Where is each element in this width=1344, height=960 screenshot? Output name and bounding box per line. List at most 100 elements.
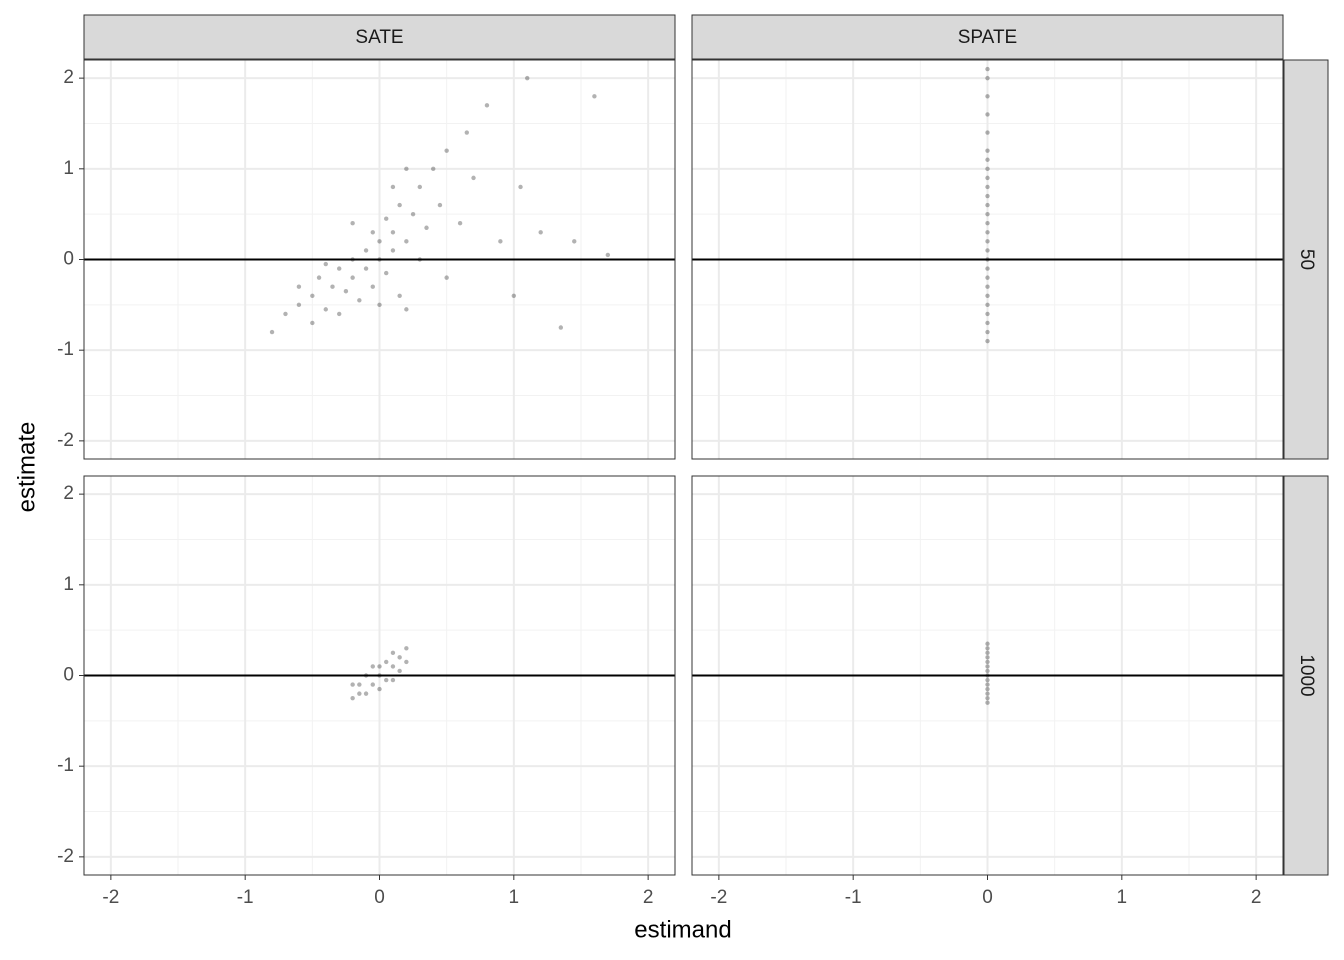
point — [337, 266, 342, 271]
point — [310, 320, 315, 326]
point — [444, 148, 449, 153]
panel-border — [691, 59, 1284, 460]
point — [985, 248, 990, 253]
point — [985, 184, 990, 190]
point — [985, 257, 990, 262]
point — [404, 239, 409, 244]
point — [377, 302, 382, 308]
point — [417, 184, 422, 190]
point — [985, 664, 990, 669]
x-tick-label: -1 — [237, 887, 254, 908]
point — [296, 302, 302, 308]
strip-label: 1000 — [1296, 654, 1317, 696]
point — [357, 298, 362, 303]
x-tick-label: 1 — [509, 887, 520, 908]
point — [424, 225, 429, 230]
point — [337, 311, 342, 317]
point — [390, 650, 396, 656]
point — [350, 682, 355, 687]
point — [377, 239, 382, 244]
point — [985, 266, 990, 271]
y-tick-label: -2 — [57, 846, 74, 867]
point — [985, 112, 990, 117]
point — [985, 700, 990, 705]
point — [985, 673, 990, 678]
point — [384, 270, 389, 276]
point — [350, 257, 355, 262]
point — [377, 257, 382, 262]
point — [985, 329, 990, 335]
y-tick-label: 1 — [63, 158, 74, 179]
point — [397, 668, 402, 674]
point — [572, 239, 577, 244]
point — [985, 691, 990, 696]
x-tick-label: 2 — [1251, 887, 1262, 908]
point — [525, 75, 530, 81]
point — [370, 682, 375, 687]
point — [370, 230, 375, 235]
point — [377, 686, 382, 692]
point — [985, 686, 990, 692]
point — [985, 641, 990, 646]
point — [985, 94, 990, 99]
x-tick-label: -2 — [102, 887, 119, 908]
point — [296, 284, 302, 289]
point — [377, 664, 382, 669]
point — [404, 659, 409, 665]
point — [390, 677, 396, 683]
point — [384, 216, 389, 221]
point — [404, 307, 409, 312]
point — [985, 66, 990, 72]
x-tick-label: 0 — [982, 887, 993, 908]
point — [985, 655, 990, 660]
y-tick-label: 1 — [63, 574, 74, 595]
point — [985, 211, 990, 217]
point — [384, 677, 389, 683]
point — [985, 677, 990, 683]
point — [370, 284, 375, 289]
point — [985, 175, 990, 181]
point — [985, 130, 990, 135]
point — [283, 311, 288, 317]
point — [390, 230, 396, 235]
point — [985, 320, 990, 326]
point — [471, 175, 476, 181]
point — [457, 221, 463, 226]
point — [985, 311, 990, 317]
strip — [691, 14, 1284, 60]
x-tick-label: 0 — [374, 887, 385, 908]
point — [363, 673, 369, 678]
point — [558, 325, 564, 330]
point — [538, 230, 543, 235]
point — [437, 202, 443, 208]
point — [985, 157, 990, 162]
point — [518, 184, 523, 190]
point — [363, 248, 369, 253]
point — [390, 664, 396, 669]
point — [316, 275, 322, 280]
point — [985, 293, 990, 298]
point — [384, 659, 389, 665]
strip-label: SATE — [355, 27, 403, 48]
point — [350, 221, 355, 226]
point — [985, 284, 990, 289]
point — [357, 682, 362, 687]
point — [985, 275, 990, 280]
point — [330, 284, 335, 289]
point — [397, 293, 402, 298]
point — [985, 682, 990, 687]
point — [985, 650, 990, 656]
point — [377, 673, 382, 678]
y-tick-label: -2 — [57, 430, 74, 451]
point — [363, 266, 369, 271]
x-tick-label: -1 — [845, 887, 862, 908]
point — [350, 275, 355, 280]
point — [310, 293, 315, 298]
strip-label: 50 — [1296, 249, 1317, 270]
point — [323, 261, 328, 267]
x-tick-label: 2 — [643, 887, 654, 908]
strip — [1283, 475, 1329, 876]
point — [985, 193, 990, 199]
point — [397, 202, 402, 208]
